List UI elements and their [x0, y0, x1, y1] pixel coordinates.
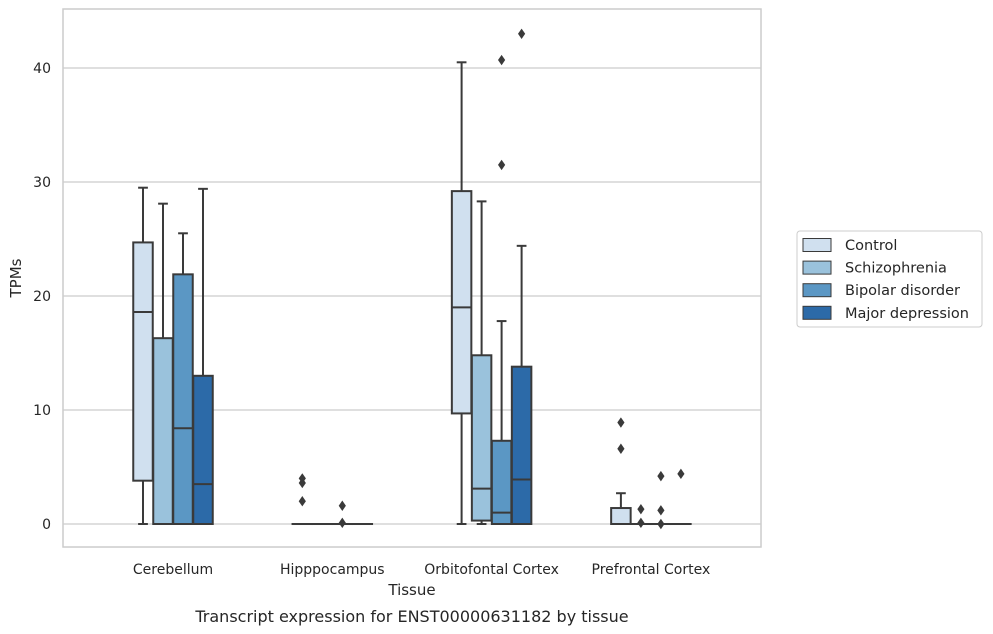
x-tick-label: Orbitofontal Cortex — [424, 562, 559, 578]
x-axis-label: Tissue — [387, 581, 435, 599]
y-tick-label: 0 — [42, 517, 51, 533]
box-group — [331, 500, 354, 529]
outlier-marker — [338, 500, 346, 511]
legend-label: Schizophrenia — [845, 261, 947, 277]
outlier-marker — [298, 496, 306, 507]
legend: Control Schizophrenia Bipolar disorder Majo… — [796, 230, 983, 328]
outlier-marker — [498, 54, 506, 66]
box-group — [132, 186, 154, 525]
outlier-marker — [657, 518, 665, 530]
x-axis-ticks: Cerebellum Hipppocampus Orbitofontal Corte… — [133, 562, 710, 578]
chart-caption: Transcript expression for ENST0000063118… — [194, 607, 628, 626]
box-group — [510, 28, 533, 525]
box — [470, 354, 493, 522]
plot-area-frame — [62, 8, 762, 548]
box-group — [630, 503, 652, 529]
legend-label: Major depression — [845, 306, 969, 322]
legend-frame — [796, 230, 983, 328]
box-groups — [132, 28, 692, 530]
x-tick-label: Cerebellum — [133, 562, 213, 578]
legend-swatch — [802, 305, 832, 320]
box-group — [192, 187, 214, 525]
outlier-marker — [637, 503, 645, 515]
outlier-marker — [657, 470, 665, 482]
box — [510, 365, 533, 525]
box — [610, 507, 632, 526]
y-tick-label: 20 — [33, 289, 51, 305]
y-axis-ticks: 0 10 20 30 40 — [33, 61, 51, 533]
box — [192, 374, 214, 525]
box-group — [490, 54, 513, 525]
x-tick-label: Hipppocampus — [280, 562, 385, 578]
y-axis-label: TPMs — [7, 258, 25, 298]
outlier-marker — [498, 159, 506, 171]
box — [172, 273, 194, 525]
outlier-marker — [617, 417, 625, 428]
box-group — [450, 61, 473, 525]
legend-swatch — [802, 260, 832, 275]
legend-swatch — [802, 283, 832, 298]
outlier-marker — [637, 517, 645, 529]
box — [132, 241, 154, 482]
outlier-marker — [617, 443, 625, 454]
box-group — [152, 202, 174, 525]
box-group — [291, 473, 314, 526]
legend-swatch — [802, 238, 832, 252]
y-tick-label: 10 — [33, 403, 51, 419]
outlier-marker — [338, 517, 346, 529]
box-group — [610, 417, 632, 526]
legend-label: Bipolar disorder — [845, 283, 960, 299]
box-group — [650, 470, 672, 530]
box — [450, 190, 473, 415]
box-group — [670, 468, 692, 526]
box-group — [172, 232, 194, 525]
x-tick-label: Prefrontal Cortex — [592, 562, 711, 578]
outlier-marker — [677, 468, 685, 480]
outlier-marker — [518, 28, 526, 39]
y-tick-label: 40 — [33, 61, 51, 77]
box — [152, 337, 174, 525]
outlier-marker — [298, 473, 306, 484]
legend-label: Control — [845, 238, 897, 254]
box — [490, 439, 513, 525]
y-tick-label: 30 — [33, 175, 51, 191]
legend-items: Control Schizophrenia Bipolar disorder Majo… — [802, 238, 969, 322]
box-group — [470, 200, 493, 525]
outlier-marker — [657, 505, 665, 516]
